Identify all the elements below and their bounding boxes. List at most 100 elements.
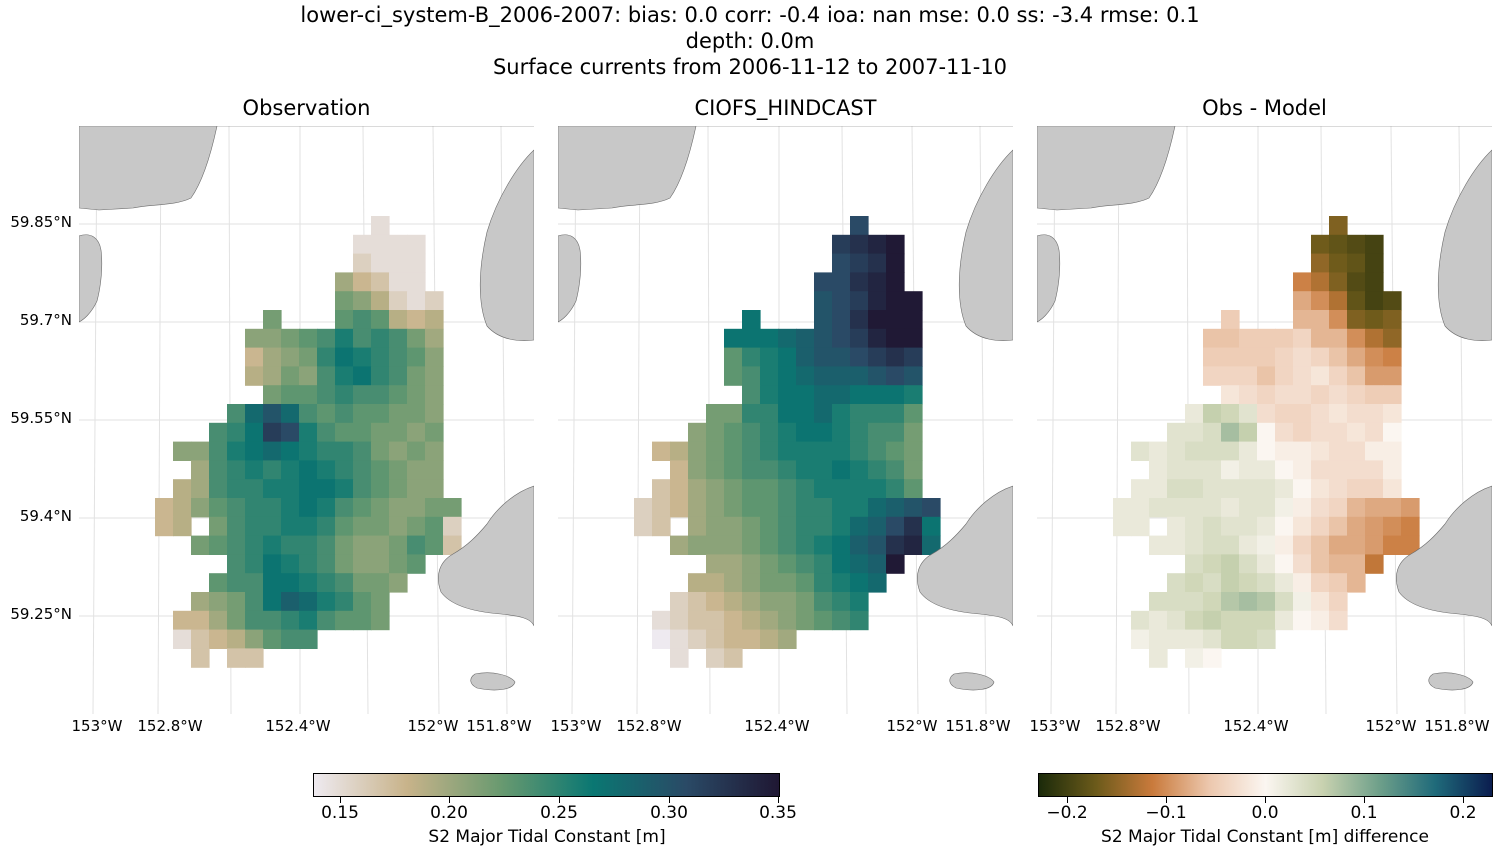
observation-cell [371, 441, 390, 461]
model-cell [832, 291, 851, 311]
difference-cell [1221, 610, 1240, 631]
observation-cell [281, 347, 300, 367]
model-cell [742, 554, 761, 574]
model-cell [868, 328, 887, 349]
colorbar-label: S2 Major Tidal Constant [m] difference [1101, 827, 1429, 847]
observation-cell [317, 516, 336, 537]
observation-cell [335, 347, 354, 367]
model-cell [814, 535, 833, 555]
difference-cell [1221, 328, 1240, 349]
model-cell [814, 404, 833, 424]
model-cell [796, 366, 815, 386]
model-cell [778, 366, 797, 386]
observation-cell [209, 498, 228, 518]
observation-cell [425, 479, 444, 499]
model-cell [814, 610, 833, 631]
difference-cell [1311, 516, 1330, 537]
difference-cell [1185, 422, 1204, 443]
difference-cell [1365, 554, 1384, 574]
difference-cell [1347, 498, 1366, 518]
difference-cell [1131, 629, 1150, 649]
difference-cell [1383, 422, 1402, 443]
observation-cell [173, 498, 192, 518]
observation-cell [371, 272, 390, 292]
difference-cell [1221, 498, 1240, 518]
model-cell [904, 516, 923, 537]
observation-cell [335, 610, 354, 631]
model-cell [814, 592, 833, 612]
difference-cell [1167, 422, 1186, 443]
observation-cell [371, 610, 390, 631]
land-polygon [438, 485, 534, 627]
observation-cell [227, 441, 246, 461]
observation-cell [299, 629, 318, 649]
difference-cell [1275, 535, 1294, 555]
difference-cell [1383, 366, 1402, 386]
difference-cell [1275, 385, 1294, 405]
difference-cell [1347, 272, 1366, 292]
difference-cell [1185, 648, 1204, 668]
observation-cell [299, 479, 318, 499]
observation-cell [407, 328, 426, 349]
observation-cell [209, 460, 228, 480]
difference-cell [1257, 516, 1276, 537]
model-cell [904, 404, 923, 424]
difference-cell [1311, 253, 1330, 273]
model-cell [814, 347, 833, 367]
model-cell [760, 554, 779, 574]
model-cell [742, 516, 761, 537]
difference-cell [1257, 385, 1276, 405]
difference-cell [1203, 460, 1222, 480]
observation-cell [389, 573, 408, 593]
difference-cell [1311, 328, 1330, 349]
model-cell [688, 441, 707, 461]
model-cell [886, 253, 905, 273]
observation-cell [299, 404, 318, 424]
difference-cell [1329, 460, 1348, 480]
model-cell [868, 479, 887, 499]
difference-cell [1203, 404, 1222, 424]
observation-cell [353, 554, 372, 574]
difference-cell [1239, 404, 1258, 424]
difference-cell [1257, 328, 1276, 349]
observation-cell [227, 498, 246, 518]
observation-cell [245, 648, 264, 668]
observation-cell [209, 610, 228, 631]
lon-label: 152.8°W [1095, 717, 1161, 735]
observation-cell [353, 498, 372, 518]
observation-cell [389, 385, 408, 405]
difference-cell [1239, 422, 1258, 443]
observation-cell [209, 516, 228, 537]
model-cell [742, 498, 761, 518]
model-cell [670, 498, 689, 518]
observation-cell [371, 535, 390, 555]
observation-cell [227, 479, 246, 499]
model-cell [652, 629, 671, 649]
observation-cell [299, 592, 318, 612]
difference-cell [1293, 272, 1312, 292]
observation-cell [389, 291, 408, 311]
observation-cell [173, 479, 192, 499]
colorbar-ticklabel: 0.30 [650, 803, 688, 823]
observation-cell [317, 610, 336, 631]
difference-cell [1257, 573, 1276, 593]
observation-cell [407, 422, 426, 443]
model-cell [850, 310, 869, 330]
observation-cell [353, 516, 372, 537]
observation-cell [245, 535, 264, 555]
model-cell [652, 516, 671, 537]
observation-cell [245, 610, 264, 631]
difference-cell [1347, 516, 1366, 537]
model-cell [814, 498, 833, 518]
colorbar-tick [1364, 797, 1365, 803]
difference-cell [1239, 610, 1258, 631]
model-cell [778, 460, 797, 480]
model-cell [850, 253, 869, 273]
difference-cell [1293, 498, 1312, 518]
difference-cell [1239, 629, 1258, 649]
difference-cell [1185, 498, 1204, 518]
difference-cell [1365, 516, 1384, 537]
observation-cell [317, 554, 336, 574]
model-cell [670, 535, 689, 555]
model-cell [850, 535, 869, 555]
